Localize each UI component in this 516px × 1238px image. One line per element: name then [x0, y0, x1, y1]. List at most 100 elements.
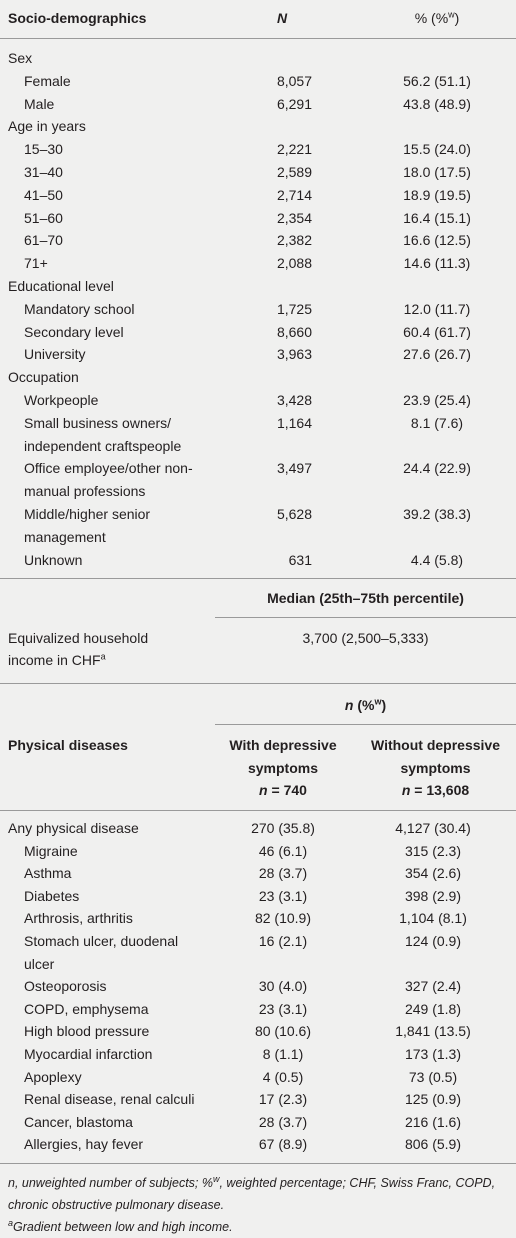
header-text: = 13,608 — [410, 782, 470, 798]
count-cell: 8,057 — [276, 72, 312, 89]
table-row: Migraine 46 (6.1) 315 (2.3) — [8, 840, 508, 863]
table-row: Workpeople 3,428 23.9 (25.4) — [8, 389, 512, 412]
table-row: High blood pressure 80 (10.6) 1,841 (13.5) — [8, 1020, 508, 1043]
rule — [215, 617, 516, 618]
label-text: High blood pressure — [24, 1023, 150, 1040]
row-label: Arthrosis, arthritis — [8, 907, 208, 930]
percent-cell: 27.6 (26.7) — [403, 346, 471, 363]
row-label: Any physical disease — [8, 817, 208, 840]
rule — [0, 1163, 516, 1164]
income-value: 3,700 (2,500–5,333) — [302, 630, 429, 646]
without-cell: 806 (5.9) — [404, 1136, 462, 1153]
with-cell: 67 (8.9) — [258, 1136, 308, 1153]
superscript: a — [100, 651, 106, 662]
with-cell: 17 (2.3) — [258, 1091, 308, 1108]
without-cell: 125 (0.9) — [404, 1091, 462, 1108]
with-cell: 270 (35.8) — [251, 820, 315, 836]
row-label: Male — [8, 93, 207, 116]
with-cell: 16 (2.1) — [258, 932, 308, 949]
row-label: Age in years — [8, 115, 207, 138]
row-label: University — [8, 343, 207, 366]
rule — [215, 724, 516, 725]
count-cell: 2,589 — [276, 163, 312, 180]
row-label: Asthma — [8, 862, 208, 885]
table-row: Renal disease, renal calculi 17 (2.3) 125 … — [8, 1088, 508, 1111]
row-label: Osteoporosis — [8, 975, 208, 998]
percent-cell: 43.8 (48.9) — [403, 95, 471, 112]
superscript: a — [8, 1217, 14, 1228]
label-text: 61–70 — [24, 232, 63, 249]
percent-cell: 16.6 (12.5) — [403, 232, 471, 249]
label-text: Arthrosis, arthritis — [24, 910, 133, 927]
without-cell: 216 (1.6) — [404, 1113, 462, 1130]
table-row: 51–60 2,354 16.4 (15.1) — [8, 207, 512, 230]
table-row: 15–30 2,221 15.5 (24.0) — [8, 138, 512, 161]
with-cell: 28 (3.7) — [258, 1113, 308, 1130]
header-text: n — [259, 782, 268, 798]
label-text: Occupation — [8, 369, 79, 386]
table-row: Cancer, blastoma 28 (3.7) 216 (1.6) — [8, 1111, 508, 1134]
table-row: 61–70 2,382 16.6 (12.5) — [8, 229, 512, 252]
with-cell: 23 (3.1) — [258, 1000, 308, 1017]
row-label: 61–70 — [8, 229, 207, 252]
rule — [0, 38, 516, 39]
table-row: Myocardial infarction 8 (1.1) 173 (1.3) — [8, 1043, 508, 1066]
header-text: n — [401, 782, 411, 798]
count-cell: 2,714 — [276, 186, 312, 203]
count-cell: 6,291 — [276, 95, 312, 112]
row-label: Diabetes — [8, 885, 208, 908]
footnote-text: , unweighted number of subjects; % — [14, 1176, 213, 1190]
table-row: Office employee/other non-manual profess… — [8, 457, 512, 503]
count-cell: 2,354 — [276, 209, 312, 226]
table-row: Arthrosis, arthritis 82 (10.9) 1,104 (8.1) — [8, 907, 508, 930]
label-text: Educational level — [8, 277, 114, 294]
count-cell: 3,497 — [276, 460, 312, 477]
label-text: Any physical disease — [8, 820, 139, 836]
row-label: Workpeople — [8, 389, 207, 412]
label-text: Asthma — [24, 865, 72, 882]
table-row: Secondary level 8,660 60.4 (61.7) — [8, 321, 512, 344]
footnote-text: , weighted percentage; CHF, Swiss Franc,… — [8, 1176, 496, 1212]
footnote: n, unweighted number of subjects; %w, we… — [8, 1172, 513, 1216]
row-label: High blood pressure — [8, 1020, 208, 1043]
row-label: 71+ — [8, 252, 207, 275]
income-label: Equivalized household income in CHFa — [8, 627, 183, 671]
count-cell: 3,963 — [276, 346, 312, 363]
header-text: n — [344, 697, 354, 713]
without-cell: 1,841 (13.5) — [395, 1023, 471, 1040]
percent-cell: 39.2 (38.3) — [403, 505, 471, 522]
label-text: 41–50 — [24, 186, 63, 203]
label-text: Office employee/other non-manual profess… — [24, 460, 193, 500]
percent-cell: 15.5 (24.0) — [403, 141, 471, 158]
with-cell: 28 (3.7) — [258, 865, 308, 882]
percent-cell: 4.4 (5.8) — [410, 551, 464, 568]
header-text: % (% — [414, 10, 449, 26]
label-text: COPD, emphysema — [24, 1000, 149, 1017]
table-row: Any physical disease 270 (35.8) 4,127 (30.… — [8, 817, 508, 840]
label-text: Diabetes — [24, 887, 80, 904]
disease-rows: Any physical disease 270 (35.8) 4,127 (30.… — [8, 817, 508, 1156]
label-text: Female — [24, 72, 71, 89]
row-label: 41–50 — [8, 184, 207, 207]
label-text: Mandatory school — [24, 300, 135, 317]
row-label: Cancer, blastoma — [8, 1111, 208, 1134]
label-text: Renal disease, renal calculi — [24, 1091, 195, 1108]
percent-cell: 12.0 (11.7) — [403, 300, 471, 317]
row-label: Female — [8, 70, 207, 93]
with-cell: 4 (0.5) — [262, 1068, 304, 1085]
row-label: Occupation — [8, 366, 207, 389]
table-row: 71+ 2,088 14.6 (11.3) — [8, 252, 512, 275]
percent-cell: 18.9 (19.5) — [403, 186, 471, 203]
table-row: Sex — [8, 47, 512, 70]
row-label: COPD, emphysema — [8, 998, 208, 1021]
table-row: Educational level — [8, 275, 512, 298]
table-row: Female 8,057 56.2 (51.1) — [8, 70, 512, 93]
table-row: Small business owners/ independent craft… — [8, 412, 512, 458]
without-cell: 315 (2.3) — [404, 842, 462, 859]
label-text: Stomach ulcer, duodenal ulcer — [24, 932, 179, 972]
count-cell: 1,725 — [276, 300, 312, 317]
column-header: Socio-demographics — [8, 10, 147, 26]
percent-cell: 16.4 (15.1) — [403, 209, 471, 226]
row-label: Mandatory school — [8, 298, 207, 321]
percent-cell: 60.4 (61.7) — [403, 323, 471, 340]
